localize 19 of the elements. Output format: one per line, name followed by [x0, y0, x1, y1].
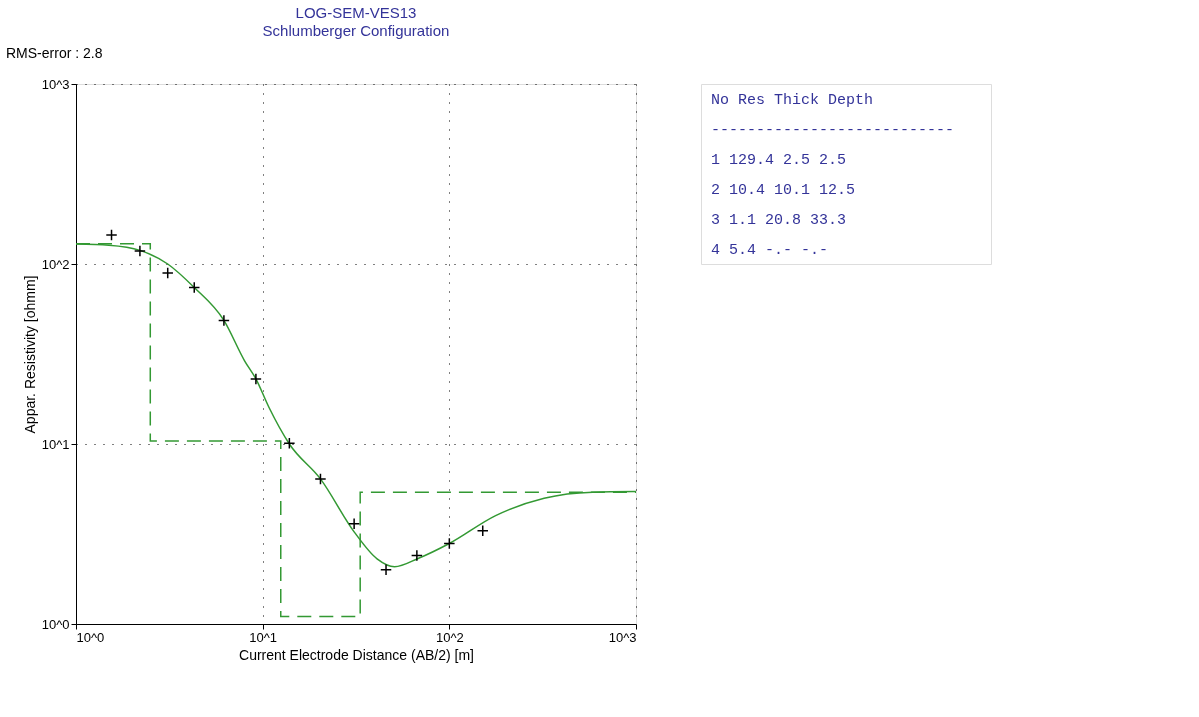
y-tick-label: 10^3 — [41, 76, 70, 92]
text: --------------------------- — [711, 122, 955, 139]
x-tick-label: 10^0 — [76, 629, 105, 645]
chart-title: LOG-SEM-VES13 — [295, 4, 417, 21]
x-tick-label: 10^3 — [608, 629, 637, 645]
y-tick-label: 10^2 — [41, 256, 70, 272]
y-tick-label: 10^1 — [41, 436, 70, 452]
text: No Res Thick Depth — [711, 92, 874, 109]
text: 1 129.4 2.5 2.5 — [711, 152, 847, 169]
x-tick-label: 10^1 — [249, 629, 278, 645]
x-tick-label: 10^2 — [435, 629, 464, 645]
y-axis-title: Appar. Resistivity [ohmm] — [21, 275, 38, 434]
x-axis-title: Current Electrode Distance (AB/2) [m] — [239, 646, 474, 663]
y-tick-label: 10^0 — [41, 616, 70, 632]
text: 3 1.1 20.8 33.3 — [711, 212, 847, 229]
text: 2 10.4 10.1 12.5 — [711, 182, 856, 199]
text: RMS-error : 2.8 — [6, 45, 103, 61]
chart-subtitle: Schlumberger Configuration — [262, 22, 450, 39]
text: 4 5.4 -.- -.- — [711, 242, 829, 259]
